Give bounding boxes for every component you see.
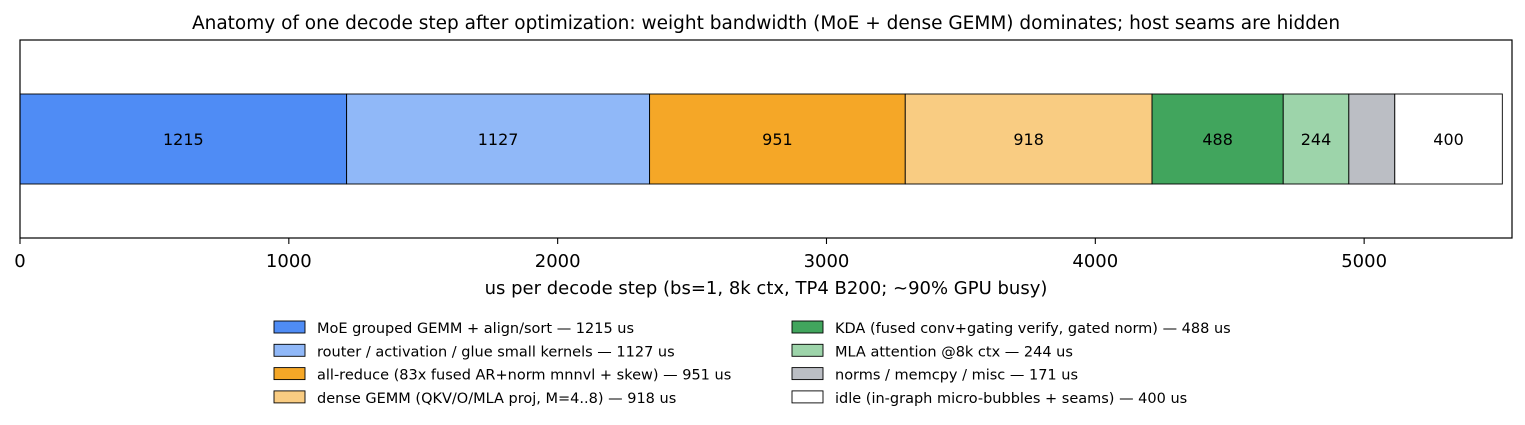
legend-entry-label: KDA (fused conv+gating verify, gated nor…	[835, 321, 1231, 337]
legend-swatch	[791, 367, 824, 381]
x-tick-label: 2000	[535, 251, 581, 272]
bar-value-label: 1127	[478, 130, 519, 149]
legend-swatch	[273, 343, 306, 357]
bar-value-label: 1215	[163, 130, 204, 149]
legend-entry-label: router / activation / glue small kernels…	[317, 344, 675, 360]
legend-entry-label: idle (in-graph micro-bubbles + seams) — …	[835, 391, 1187, 407]
x-tick-label: 4000	[1072, 251, 1118, 272]
bar-value-label: 244	[1301, 130, 1332, 149]
x-axis-label: us per decode step (bs=1, 8k ctx, TP4 B2…	[485, 278, 1048, 299]
bar-group: 1215 1127 951 918 488 244 400	[19, 93, 1503, 185]
legend-swatch	[791, 390, 824, 404]
legend-entry-label: dense GEMM (QKV/O/MLA proj, M=4..8) — 91…	[317, 391, 676, 407]
bar-value-label: 400	[1433, 130, 1464, 149]
legend-swatch	[273, 367, 306, 381]
x-axis: 0 1000 2000 3000 4000 5000	[14, 238, 1387, 272]
bar-value-label: 918	[1013, 130, 1044, 149]
legend-entry-label: norms / memcpy / misc — 171 us	[835, 368, 1078, 384]
bar-segment	[649, 93, 906, 185]
legend-entry-label: all-reduce (83x fused AR+norm mnnvl + sk…	[317, 368, 731, 384]
x-tick-label: 1000	[266, 251, 312, 272]
bar-segment	[346, 93, 651, 185]
legend-swatch	[273, 320, 306, 334]
legend-swatch	[791, 320, 824, 334]
bar-value-label: 951	[762, 130, 793, 149]
bar-segment	[904, 93, 1153, 185]
legend-swatch	[273, 390, 306, 404]
legend: MoE grouped GEMM + align/sort — 1215 us r…	[273, 320, 1231, 407]
legend-swatch	[791, 343, 824, 357]
legend-entry-label: MoE grouped GEMM + align/sort — 1215 us	[317, 321, 634, 337]
plot-frame	[19, 39, 1513, 239]
bar-segment	[1348, 93, 1396, 185]
x-tick-label: 0	[14, 251, 25, 272]
legend-entry-label: MLA attention @8k ctx — 244 us	[835, 344, 1073, 360]
x-tick-label: 3000	[804, 251, 850, 272]
bar-segment	[19, 93, 348, 185]
chart-title: Anatomy of one decode step after optimiz…	[192, 13, 1340, 34]
x-tick-label: 5000	[1341, 251, 1387, 272]
bar-segment	[1151, 93, 1284, 185]
bar-segment	[1394, 93, 1503, 185]
bar-value-label: 488	[1202, 130, 1233, 149]
bar-segment	[1282, 93, 1350, 185]
